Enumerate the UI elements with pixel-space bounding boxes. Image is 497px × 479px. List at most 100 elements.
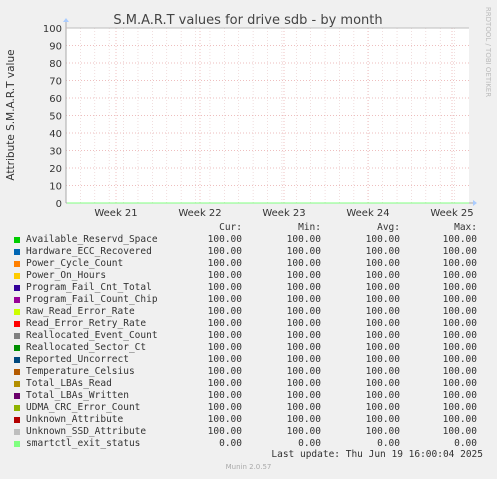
legend-min-value: 100.00 xyxy=(286,366,321,377)
legend-cur-value: 100.00 xyxy=(207,366,242,377)
legend-min-value: 100.00 xyxy=(286,330,321,341)
legend-row: Reallocated_Sector_Ct 100.00 100.00 100.00 1… xyxy=(0,342,497,354)
legend-series-name: UDMA_CRC_Error_Count xyxy=(26,402,141,413)
legend-cur-value: 100.00 xyxy=(207,294,242,305)
legend-avg-value: 100.00 xyxy=(365,390,400,401)
legend-min-value: 100.00 xyxy=(286,318,321,329)
legend-cur-value: 100.00 xyxy=(207,234,242,245)
legend-series-name: Available_Reservd_Space xyxy=(26,234,158,245)
legend-max-value: 100.00 xyxy=(442,366,477,377)
y-tick-label: 30 xyxy=(49,147,62,158)
x-tick-label: Week 21 xyxy=(94,208,137,219)
legend-series-name: Temperature_Celsius xyxy=(26,366,135,377)
y-tick-label: 0 xyxy=(56,199,62,210)
legend-header: Cur: Min: Avg: Max: xyxy=(0,222,497,234)
legend-series-name: Power_Cycle_Count xyxy=(26,258,124,269)
legend-avg-value: 100.00 xyxy=(365,414,400,425)
legend-cur-value: 100.00 xyxy=(207,306,242,317)
legend-cur-value: 100.00 xyxy=(207,390,242,401)
y-tick-label: 20 xyxy=(49,164,62,175)
legend-avg-value: 100.00 xyxy=(365,366,400,377)
legend-swatch xyxy=(14,261,20,267)
legend-row: Program_Fail_Count_Chip 100.00 100.00 100.0… xyxy=(0,294,497,306)
legend-swatch xyxy=(14,273,20,279)
legend-row: Reallocated_Event_Count 100.00 100.00 100.0… xyxy=(0,330,497,342)
legend-min-value: 100.00 xyxy=(286,306,321,317)
legend-min-value: 100.00 xyxy=(286,246,321,257)
y-tick-label: 90 xyxy=(49,42,62,53)
rrdtool-watermark: RRDTOOL / TOBI OETIKER xyxy=(484,7,492,97)
legend-swatch xyxy=(14,345,20,351)
legend-row: Raw_Read_Error_Rate 100.00 100.00 100.00 100… xyxy=(0,306,497,318)
legend-row: smartctl_exit_status 0.00 0.00 0.00 0.00 xyxy=(0,438,497,450)
legend-row: Power_On_Hours 100.00 100.00 100.00 100.00 xyxy=(0,270,497,282)
legend-avg-value: 100.00 xyxy=(365,318,400,329)
legend-min-value: 100.00 xyxy=(286,294,321,305)
legend-swatch xyxy=(14,333,20,339)
legend-swatch xyxy=(14,393,20,399)
legend-min-value: 100.00 xyxy=(286,402,321,413)
chart-title: S.M.A.R.T values for drive sdb - by mont… xyxy=(113,13,382,28)
legend-avg-value: 100.00 xyxy=(365,294,400,305)
legend-cur-value: 100.00 xyxy=(207,342,242,353)
legend-series-name: Reallocated_Event_Count xyxy=(26,330,158,341)
legend-row: Available_Reservd_Space 100.00 100.00 100.0… xyxy=(0,234,497,246)
legend-swatch xyxy=(14,237,20,243)
legend-avg-value: 100.00 xyxy=(365,342,400,353)
legend-max-value: 100.00 xyxy=(442,426,477,437)
legend-swatch xyxy=(14,309,20,315)
legend-cur-value: 100.00 xyxy=(207,330,242,341)
legend-swatch xyxy=(14,357,20,363)
legend-series-name: Raw_Read_Error_Rate xyxy=(26,306,135,317)
legend-avg-value: 100.00 xyxy=(365,234,400,245)
legend-swatch xyxy=(14,297,20,303)
legend-swatch xyxy=(14,249,20,255)
legend-row: Reported_Uncorrect 100.00 100.00 100.00 100.… xyxy=(0,354,497,366)
legend-series-name: smartctl_exit_status xyxy=(26,438,141,449)
legend-row: Total_LBAs_Written 100.00 100.00 100.00 100.… xyxy=(0,390,497,402)
legend-min-value: 100.00 xyxy=(286,378,321,389)
legend-series-name: Reported_Uncorrect xyxy=(26,354,129,365)
legend-avg-value: 100.00 xyxy=(365,270,400,281)
legend-row: Temperature_Celsius 100.00 100.00 100.00 100… xyxy=(0,366,497,378)
legend-cur-value: 100.00 xyxy=(207,414,242,425)
legend-max-value: 100.00 xyxy=(442,306,477,317)
x-tick-label: Week 25 xyxy=(430,208,473,219)
legend-row: Program_Fail_Cnt_Total 100.00 100.00 100.00… xyxy=(0,282,497,294)
y-tick-label: 100 xyxy=(43,24,62,35)
col-min-header: Min: xyxy=(298,222,321,233)
legend-series-name: Unknown_Attribute xyxy=(26,414,124,425)
y-tick-label: 50 xyxy=(49,112,62,123)
y-tick-label: 40 xyxy=(49,129,62,140)
legend-cur-value: 100.00 xyxy=(207,402,242,413)
legend-max-value: 100.00 xyxy=(442,246,477,257)
legend-row: Hardware_ECC_Recovered 100.00 100.00 100.00… xyxy=(0,246,497,258)
y-tick-label: 70 xyxy=(49,77,62,88)
legend-series-name: Program_Fail_Cnt_Total xyxy=(26,282,152,293)
legend-avg-value: 100.00 xyxy=(365,258,400,269)
smart-chart: 0 10 20 30 40 50 60 70 80 90 100 Week 21 Week 22 Week… xyxy=(5,7,492,219)
legend-row: Unknown_SSD_Attribute 100.00 100.00 100.00 1… xyxy=(0,426,497,438)
legend-avg-value: 100.00 xyxy=(365,402,400,413)
legend-cur-value: 100.00 xyxy=(207,270,242,281)
legend-row: Total_LBAs_Read 100.00 100.00 100.00 100.00 xyxy=(0,378,497,390)
y-axis-label: Attribute S.M.A.R.T value xyxy=(5,49,17,180)
legend-avg-value: 100.00 xyxy=(365,330,400,341)
legend-max-value: 0.00 xyxy=(454,438,477,449)
legend-avg-value: 0.00 xyxy=(377,438,400,449)
legend-max-value: 100.00 xyxy=(442,342,477,353)
legend-max-value: 100.00 xyxy=(442,354,477,365)
legend-series-name: Read_Error_Retry_Rate xyxy=(26,318,147,329)
legend-series-name: Hardware_ECC_Recovered xyxy=(26,246,152,257)
col-avg-header: Avg: xyxy=(377,222,400,233)
legend-swatch xyxy=(14,369,20,375)
legend-cur-value: 0.00 xyxy=(219,438,242,449)
legend-avg-value: 100.00 xyxy=(365,282,400,293)
legend-max-value: 100.00 xyxy=(442,318,477,329)
legend-row: Read_Error_Retry_Rate 100.00 100.00 100.00 1… xyxy=(0,318,497,330)
col-cur-header: Cur: xyxy=(219,222,242,233)
munin-version: Munin 2.0.57 xyxy=(225,463,272,471)
legend-max-value: 100.00 xyxy=(442,390,477,401)
x-tick-label: Week 23 xyxy=(262,208,305,219)
x-tick-label: Week 24 xyxy=(346,208,389,219)
